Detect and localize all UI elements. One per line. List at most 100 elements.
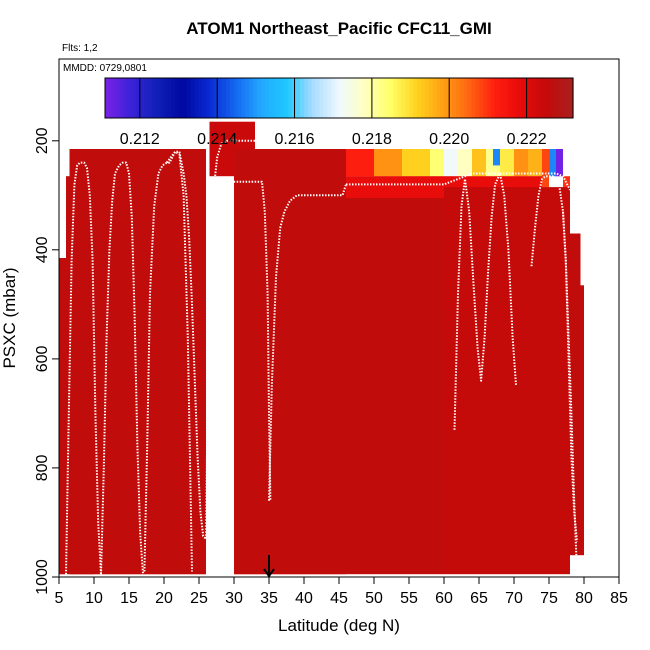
heatmap-cell [444, 149, 458, 177]
heatmap-cell [444, 187, 570, 575]
flight-track [166, 150, 207, 540]
colorbar-segment [475, 78, 480, 118]
colorbar-segment [319, 78, 324, 118]
colorbar-segment [483, 78, 488, 118]
colorbar-segment [479, 78, 484, 118]
colorbar-segment [432, 78, 438, 118]
colorbar-segment [569, 78, 574, 118]
colorbar-segment [280, 78, 285, 118]
colorbar-frame [104, 77, 574, 119]
colorbar-segment [171, 78, 176, 118]
colorbar-segment [214, 78, 219, 118]
colorbar-segment [202, 78, 207, 118]
y-axis-label: PSXC (mbar) [0, 267, 19, 368]
colorbar-segment [463, 78, 469, 118]
colorbar-segment [413, 78, 418, 118]
heatmap-cell [580, 285, 584, 556]
chart-title: ATOM1 Northeast_Pacific CFC11_GMI [186, 19, 491, 38]
colorbar-segment [459, 78, 465, 118]
colorbar-segment [225, 78, 231, 118]
colorbar-segment [417, 78, 422, 118]
colorbar-segment [268, 78, 274, 118]
colorbar-segment [331, 78, 336, 118]
colorbar-segment [233, 78, 239, 118]
x-tick-label: 60 [435, 590, 453, 607]
colorbar-segment [159, 78, 165, 118]
heatmap-cell [493, 149, 500, 166]
flight-track [205, 139, 259, 539]
colorbar-segment [456, 78, 461, 118]
flights-annotation: Flts: 1,2 [62, 43, 98, 54]
colorbar-segment [541, 78, 547, 118]
heatmap-cell [59, 258, 66, 575]
heatmap-cell [234, 149, 346, 575]
colorbar-segment [436, 78, 441, 118]
colorbar-segment [132, 78, 137, 118]
x-tick-label: 70 [505, 590, 523, 607]
heatmap-cell [570, 233, 581, 556]
colorbar-segment [175, 78, 180, 118]
colorbar-segment [526, 78, 531, 118]
colorbar-segment [190, 78, 196, 118]
colorbar-segment [194, 78, 200, 118]
colorbar-segment [506, 78, 512, 118]
x-tick-label: 40 [295, 590, 313, 607]
colorbar-segment [561, 78, 566, 118]
colorbar-segment [389, 78, 395, 118]
x-tick-label: 30 [225, 590, 243, 607]
colorbar-segment [249, 78, 254, 118]
y-tick-label: 600 [34, 345, 51, 372]
colorbar-segment [210, 78, 215, 118]
heatmap-cell [528, 149, 542, 177]
colorbar-segment [179, 78, 184, 118]
flight-track [143, 150, 193, 572]
x-tick-label: 10 [85, 590, 103, 607]
colorbar-segment [491, 78, 496, 118]
colorbar-segment [183, 78, 188, 118]
colorbar-segment [370, 78, 375, 118]
heatmap-cell [542, 149, 549, 188]
colorbar-segment [124, 78, 129, 118]
colorbar-segment [397, 78, 402, 118]
colorbar-segment [530, 78, 535, 118]
colorbar [104, 77, 574, 119]
latitude-marker-group [263, 555, 275, 578]
colorbar-segment [300, 78, 305, 118]
colorbar-segment [167, 78, 172, 118]
x-tick-label: 85 [610, 590, 628, 607]
colorbar-segment [522, 78, 527, 118]
colorbar-segment [424, 78, 430, 118]
colorbar-segment [537, 78, 543, 118]
colorbar-segment [245, 78, 250, 118]
y-tick-label: 200 [34, 127, 51, 154]
colorbar-segment [144, 78, 149, 118]
x-tick-label: 65 [470, 590, 488, 607]
colorbar-segment [315, 78, 321, 118]
colorbar-segment [428, 78, 434, 118]
colorbar-tick-label: 0.212 [120, 131, 160, 148]
colorbar-segment [128, 78, 133, 118]
colorbar-segment [335, 78, 340, 118]
colorbar-tick-label: 0.220 [429, 131, 469, 148]
colorbar-segment [198, 78, 204, 118]
colorbar-segment [366, 78, 371, 118]
colorbar-segment [409, 78, 414, 118]
colorbar-segment [358, 78, 363, 118]
colorbar-segment [307, 78, 313, 118]
colorbar-segment [471, 78, 477, 118]
heatmap-cell [514, 149, 528, 177]
colorbar-tick-label: 0.214 [197, 131, 237, 148]
colorbar-segment [440, 78, 445, 118]
colorbar-segment [534, 78, 539, 118]
colorbar-segment [350, 78, 356, 118]
colorbar-segment [354, 78, 360, 118]
colorbar-segment [378, 78, 383, 118]
colorbar-segment [346, 78, 352, 118]
colorbar-segment [323, 78, 328, 118]
colorbar-segment [311, 78, 317, 118]
colorbar-segment [140, 78, 145, 118]
x-tick-label: 35 [260, 590, 278, 607]
heatmap-cells [59, 121, 584, 575]
colorbar-segment [327, 78, 332, 118]
colorbar-segment [444, 78, 449, 118]
